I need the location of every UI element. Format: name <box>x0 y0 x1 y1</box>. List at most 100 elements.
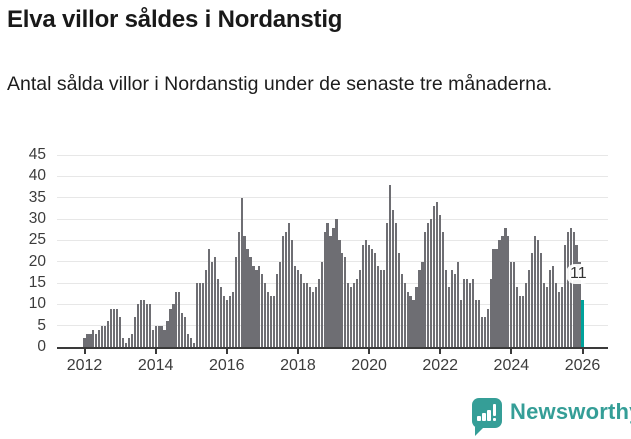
bar <box>107 321 110 347</box>
bar <box>501 236 504 347</box>
bar <box>471 278 474 347</box>
y-axis-label: 25 <box>28 231 46 249</box>
bar <box>477 300 480 347</box>
bar <box>249 257 252 347</box>
bar <box>284 231 288 347</box>
bar <box>427 223 430 347</box>
bar <box>166 321 169 347</box>
bar <box>385 223 388 347</box>
bar <box>551 265 554 347</box>
x-axis-tick <box>154 349 157 354</box>
bar <box>456 261 460 347</box>
x-axis-tick <box>439 349 442 354</box>
bar <box>356 278 359 347</box>
bar <box>273 295 276 347</box>
bar <box>267 291 270 347</box>
bar <box>124 342 128 347</box>
bar <box>483 317 486 347</box>
bar <box>139 300 142 347</box>
x-axis-label: 2022 <box>422 357 458 374</box>
x-axis-label: 2018 <box>280 357 316 374</box>
bar <box>154 325 157 347</box>
bar <box>442 231 445 347</box>
gridline <box>57 197 608 199</box>
bar <box>320 261 323 347</box>
bar <box>495 248 498 347</box>
bar <box>430 219 433 347</box>
x-axis-label: 2020 <box>351 357 387 374</box>
bar <box>317 278 320 347</box>
gridline <box>57 218 608 220</box>
bar <box>207 248 211 347</box>
bar <box>305 283 308 347</box>
bar <box>160 325 163 347</box>
bar <box>323 231 326 347</box>
bar <box>92 329 95 347</box>
bar <box>548 270 551 347</box>
bar <box>341 253 344 347</box>
bar <box>539 253 543 347</box>
bar <box>335 219 338 347</box>
bar <box>528 270 531 347</box>
bar <box>474 300 477 347</box>
bar <box>326 223 329 347</box>
bar <box>533 236 537 347</box>
bar <box>264 283 267 347</box>
bar <box>110 308 113 347</box>
bar <box>486 308 489 347</box>
bar <box>172 304 175 347</box>
bar <box>433 206 436 347</box>
bar <box>397 253 400 347</box>
bar <box>210 261 214 347</box>
bar <box>83 338 86 347</box>
x-axis-tick <box>225 349 228 354</box>
bar <box>151 329 154 347</box>
newsworthy-logo[interactable]: Newsworthy <box>470 396 631 436</box>
bar <box>531 253 534 347</box>
bar <box>314 287 317 347</box>
x-axis-tick <box>296 349 299 354</box>
bar <box>516 287 519 347</box>
bar <box>113 308 116 347</box>
bar <box>142 300 145 347</box>
bar <box>219 287 222 347</box>
bar <box>243 236 246 347</box>
bar <box>270 295 273 347</box>
bar <box>279 261 282 347</box>
x-axis-tick <box>581 349 584 354</box>
bar <box>450 270 454 347</box>
y-axis-label: 15 <box>28 274 46 291</box>
bar <box>157 325 160 347</box>
gridline <box>57 154 608 156</box>
bar <box>344 257 347 347</box>
x-axis-label: 2024 <box>493 357 530 374</box>
x-axis-label: 2026 <box>564 357 601 374</box>
bar <box>296 270 300 347</box>
gridline <box>57 175 608 177</box>
y-axis-label: 40 <box>28 167 46 185</box>
bar <box>448 287 451 347</box>
bar <box>178 291 181 347</box>
bar <box>311 291 314 347</box>
bar <box>480 317 483 347</box>
bar <box>133 317 136 347</box>
bar <box>213 257 217 347</box>
bar <box>400 274 403 347</box>
y-axis-label: 20 <box>28 252 46 270</box>
bar <box>513 261 516 347</box>
bar <box>536 240 540 347</box>
bar <box>522 295 525 347</box>
bar <box>130 334 134 347</box>
bar <box>370 248 374 347</box>
bar <box>465 278 468 347</box>
bar <box>290 240 294 347</box>
bar <box>216 278 219 347</box>
last-value-label: 11 <box>566 264 591 284</box>
bar <box>489 278 492 347</box>
bar <box>199 283 202 347</box>
bar <box>525 283 528 347</box>
chart-subtitle: Antal sålda villor i Nordanstig under de… <box>7 73 553 95</box>
bar <box>228 295 231 347</box>
bar <box>365 240 368 347</box>
